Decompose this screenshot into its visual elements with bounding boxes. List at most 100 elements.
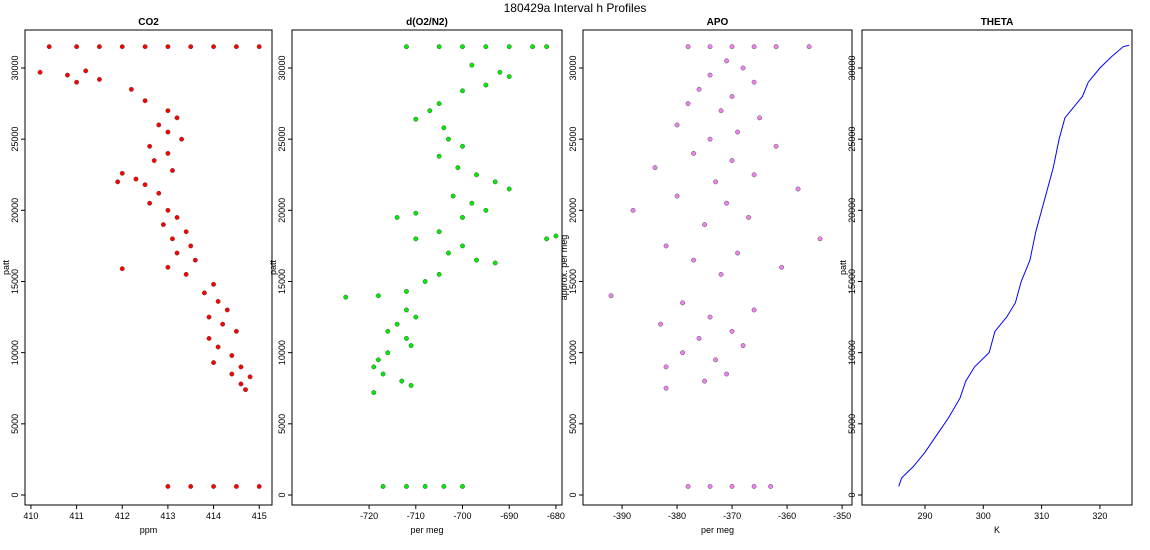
- data-point: [436, 101, 442, 106]
- x-axis-label: per meg: [410, 525, 443, 535]
- data-point: [224, 307, 230, 313]
- data-point: [183, 271, 189, 277]
- data-point: [817, 236, 823, 242]
- y-tick-label: 15000: [277, 269, 287, 294]
- data-point: [119, 266, 125, 272]
- y-tick-label: 20000: [10, 198, 20, 223]
- data-point: [97, 76, 102, 82]
- data-point: [211, 44, 216, 50]
- data-point: [483, 82, 489, 88]
- data-point: [343, 294, 349, 300]
- data-point: [795, 186, 801, 192]
- x-tick-label: 320: [1092, 511, 1107, 521]
- data-point: [702, 222, 707, 227]
- data-point: [707, 136, 713, 142]
- plot-frame: [291, 29, 563, 506]
- x-tick-label: 415: [252, 511, 267, 521]
- data-point: [724, 371, 729, 377]
- data-point: [506, 186, 512, 192]
- data-point: [174, 115, 180, 121]
- y-tick-label: 5000: [568, 414, 578, 434]
- data-point: [713, 357, 718, 363]
- data-point: [483, 44, 489, 50]
- data-point: [506, 74, 512, 79]
- data-point: [238, 381, 244, 387]
- data-point: [215, 344, 221, 350]
- data-point: [188, 44, 194, 50]
- y-tick-label: 25000: [568, 127, 578, 152]
- data-point: [441, 484, 447, 489]
- data-point: [446, 136, 451, 142]
- x-tick-label: 410: [23, 511, 38, 521]
- data-point: [413, 236, 419, 242]
- data-point: [151, 158, 157, 163]
- data-point: [685, 484, 691, 489]
- data-point: [729, 94, 735, 99]
- data-point: [460, 243, 465, 249]
- data-point: [202, 290, 207, 296]
- data-point: [460, 484, 465, 489]
- data-point: [380, 484, 386, 489]
- y-tick-label: 0: [277, 492, 287, 497]
- data-point: [46, 44, 52, 50]
- data-point: [751, 307, 757, 313]
- y-tick-label: 10000: [847, 340, 857, 365]
- data-point: [156, 190, 162, 196]
- data-point: [188, 484, 194, 489]
- data-point: [408, 382, 414, 388]
- data-point: [371, 390, 377, 395]
- data-point: [380, 371, 386, 377]
- x-tick-label: 413: [160, 511, 175, 521]
- data-point: [724, 200, 729, 206]
- x-tick-label: -370: [723, 511, 741, 521]
- x-tick-label: -710: [407, 511, 425, 521]
- y-tick-label: 20000: [847, 198, 857, 223]
- data-point: [243, 387, 248, 393]
- x-tick-label: -360: [778, 511, 796, 521]
- data-point: [455, 165, 461, 171]
- y-tick-label: 25000: [10, 127, 20, 152]
- data-point: [460, 88, 465, 94]
- data-point: [74, 44, 79, 50]
- data-point: [735, 250, 740, 256]
- y-tick-label: 0: [568, 492, 578, 497]
- data-point: [492, 179, 498, 185]
- data-point: [658, 321, 663, 327]
- data-point: [211, 484, 216, 489]
- data-point: [652, 165, 658, 171]
- data-point: [735, 129, 740, 135]
- data-point: [233, 484, 239, 489]
- data-point: [773, 143, 779, 149]
- data-point: [394, 321, 400, 327]
- data-point: [674, 193, 680, 199]
- data-point: [691, 151, 696, 156]
- y-tick-label: 20000: [277, 198, 287, 223]
- data-point: [119, 44, 125, 50]
- data-point: [376, 293, 381, 299]
- data-point: [128, 86, 134, 92]
- data-point: [394, 215, 400, 220]
- y-axis-label: patt: [1, 259, 11, 275]
- data-point: [165, 44, 171, 50]
- data-point: [729, 158, 735, 163]
- data-point: [718, 108, 724, 114]
- data-point: [751, 44, 757, 50]
- panel-title: THETA: [981, 17, 1014, 28]
- data-point: [74, 79, 79, 85]
- data-point: [718, 271, 724, 277]
- x-tick-label: 414: [206, 511, 221, 521]
- data-point: [436, 271, 442, 277]
- y-tick-label: 5000: [10, 414, 20, 434]
- y-axis-label: patt: [268, 259, 278, 275]
- data-point: [229, 353, 235, 358]
- data-point: [544, 44, 549, 50]
- y-tick-label: 15000: [10, 269, 20, 294]
- y-tick-label: 30000: [847, 55, 857, 80]
- data-point: [729, 484, 735, 489]
- data-point: [165, 129, 171, 135]
- data-point: [404, 44, 409, 50]
- y-tick-label: 30000: [568, 55, 578, 80]
- data-point: [680, 350, 685, 356]
- data-point: [371, 364, 377, 370]
- data-point: [663, 385, 669, 391]
